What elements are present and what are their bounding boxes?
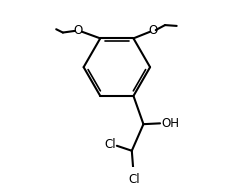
Text: OH: OH [161, 117, 179, 130]
Text: O: O [148, 24, 158, 37]
Text: Cl: Cl [128, 173, 140, 186]
Text: O: O [73, 24, 82, 37]
Text: Cl: Cl [104, 138, 116, 151]
